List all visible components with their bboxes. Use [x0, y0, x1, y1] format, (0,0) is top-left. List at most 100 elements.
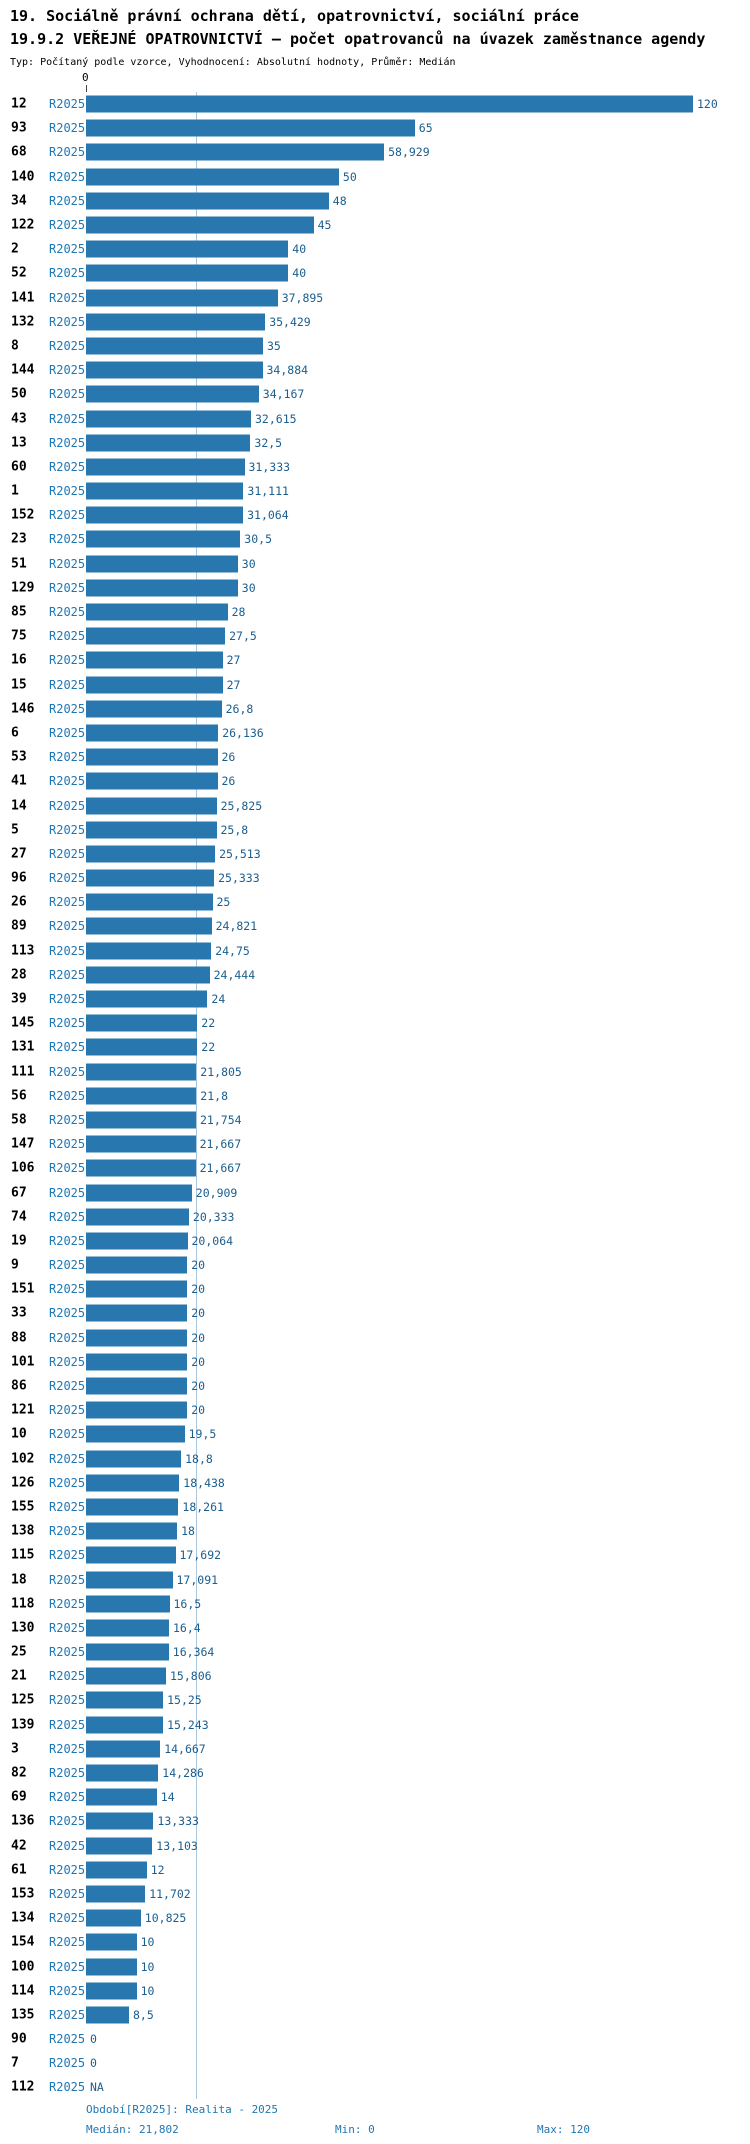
row-period-label: R2025 [49, 1717, 86, 1732]
value-label: 17,692 [179, 1548, 222, 1563]
row-period-label: R2025 [49, 1209, 86, 1224]
chart-row: 114 R2025 10 [0, 1979, 750, 2003]
row-period-label: R2025 [49, 653, 86, 668]
value-bar [86, 1256, 188, 1274]
chart-row: 140 R2025 50 [0, 165, 750, 189]
row-period-label: R2025 [49, 193, 86, 208]
value-bar [86, 869, 215, 887]
row-id-label: 113 [11, 943, 35, 959]
row-period-label: R2025 [49, 1233, 86, 1248]
value-bar [86, 1304, 188, 1322]
chart-row: 50 R2025 34,167 [0, 382, 750, 406]
row-id-label: 152 [11, 507, 35, 523]
x-axis-tick [86, 85, 87, 92]
value-bar [86, 772, 218, 790]
value-bar [86, 1716, 164, 1734]
chart-row: 141 R2025 37,895 [0, 286, 750, 310]
row-id-label: 141 [11, 290, 35, 306]
row-id-label: 52 [11, 265, 27, 281]
chart-meta-line: Typ: Počítaný podle vzorce, Vyhodnocení:… [10, 57, 456, 68]
chart-row: 3 R2025 14,667 [0, 1737, 750, 1761]
row-period-label: R2025 [49, 97, 86, 112]
chart-row: 51 R2025 30 [0, 552, 750, 576]
value-bar [86, 1208, 189, 1226]
value-bar [86, 1038, 198, 1056]
value-bar [86, 917, 212, 935]
value-label: 28 [231, 605, 246, 620]
row-id-label: 33 [11, 1305, 27, 1321]
value-label: 14,667 [164, 1741, 206, 1756]
value-bar [86, 1498, 179, 1516]
row-period-label: R2025 [49, 677, 86, 692]
value-label: 13,333 [157, 1814, 199, 1829]
row-id-label: 126 [11, 1475, 35, 1491]
value-bar [86, 1135, 196, 1153]
chart-row: 61 R2025 12 [0, 1858, 750, 1882]
chart-row: 10 R2025 19,5 [0, 1422, 750, 1446]
row-id-label: 153 [11, 1886, 35, 1902]
chart-row: 9 R2025 20 [0, 1253, 750, 1277]
value-label: 120 [697, 97, 718, 112]
row-period-label: R2025 [49, 1814, 86, 1829]
value-bar [86, 942, 212, 960]
chart-row: 106 R2025 21,667 [0, 1156, 750, 1180]
value-label: 34,167 [262, 387, 305, 402]
value-label: 65 [418, 121, 433, 136]
value-bar [86, 1401, 188, 1419]
chart-row: 135 R2025 8,5 [0, 2003, 750, 2027]
value-bar [86, 1546, 176, 1564]
row-id-label: 39 [11, 991, 27, 1007]
row-period-label: R2025 [49, 1016, 86, 1031]
value-label: NA [90, 2080, 104, 2095]
value-label: 13,103 [156, 1838, 198, 1853]
value-bar [86, 1184, 192, 1202]
row-period-label: R2025 [49, 1838, 86, 1853]
value-bar [86, 240, 289, 258]
row-id-label: 75 [11, 628, 27, 644]
value-label: 16,364 [172, 1645, 215, 1660]
value-bar [86, 216, 314, 234]
row-id-label: 3 [11, 1741, 19, 1757]
value-label: 27,5 [229, 629, 257, 644]
row-id-label: 23 [11, 531, 27, 547]
value-bar [86, 603, 228, 621]
row-period-label: R2025 [49, 1596, 86, 1611]
median-line [196, 92, 198, 2099]
row-period-label: R2025 [49, 1620, 86, 1635]
value-label: 12 [150, 1862, 165, 1877]
chart-row: 2 R2025 40 [0, 237, 750, 261]
row-period-label: R2025 [49, 1669, 86, 1684]
row-id-label: 21 [11, 1668, 27, 1684]
value-bar [86, 724, 219, 742]
value-bar [86, 119, 415, 137]
value-label: 32,615 [255, 411, 297, 426]
value-bar [86, 1933, 137, 1951]
row-id-label: 26 [11, 894, 27, 910]
value-label: 10 [140, 1959, 155, 1974]
value-bar [86, 434, 251, 452]
row-period-label: R2025 [49, 1524, 86, 1539]
row-period-label: R2025 [49, 1790, 86, 1805]
value-bar [86, 1643, 169, 1661]
value-label: 37,895 [281, 290, 324, 305]
row-id-label: 145 [11, 1015, 35, 1031]
value-bar [86, 797, 217, 815]
row-id-label: 12 [11, 96, 27, 112]
value-label: 0 [90, 2032, 97, 2047]
chart-row: 21 R2025 15,806 [0, 1664, 750, 1688]
value-bar [86, 1788, 157, 1806]
row-id-label: 43 [11, 411, 27, 427]
value-label: 8,5 [133, 2007, 154, 2022]
chart-row: 39 R2025 24 [0, 987, 750, 1011]
chart-row: 19 R2025 20,064 [0, 1229, 750, 1253]
row-id-label: 93 [11, 120, 27, 136]
value-label: 17,091 [176, 1572, 219, 1587]
value-bar [86, 1377, 188, 1395]
row-period-label: R2025 [49, 314, 86, 329]
row-period-label: R2025 [49, 169, 86, 184]
row-id-label: 151 [11, 1281, 35, 1297]
value-bar [86, 1595, 170, 1613]
row-period-label: R2025 [49, 1040, 86, 1055]
chart-row: 118 R2025 16,5 [0, 1592, 750, 1616]
chart-row: 136 R2025 13,333 [0, 1809, 750, 1833]
